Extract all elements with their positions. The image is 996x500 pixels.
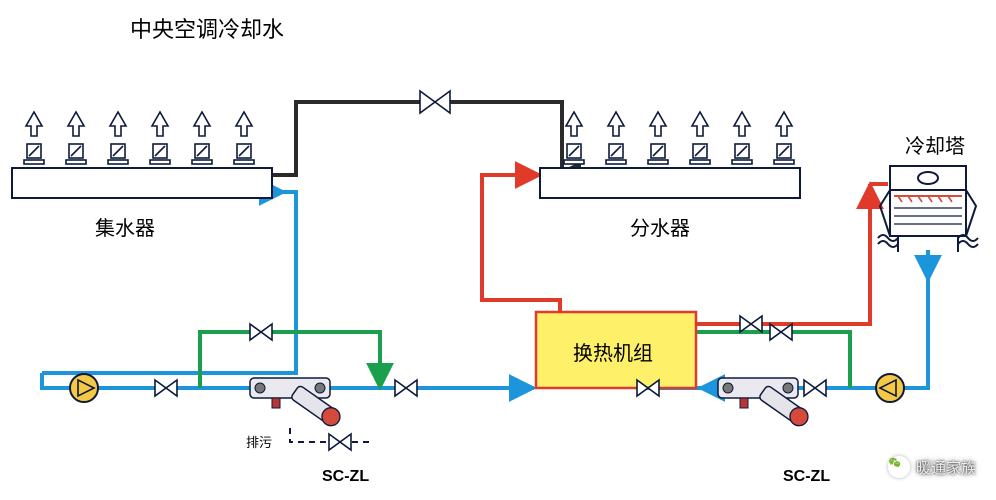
label-drain: 排污	[246, 432, 272, 451]
cooling-tower	[878, 166, 978, 252]
pump-chw	[70, 374, 98, 402]
label-water-distributor: 分水器	[630, 212, 690, 241]
valve-bypass-right	[770, 324, 792, 340]
label-sc-zl-2: SC-ZL	[783, 468, 830, 486]
valve-cw-1	[804, 380, 826, 396]
pipe-cw-supply-red	[696, 184, 888, 324]
valve-chw-2	[395, 380, 417, 396]
watermark-text: 暖通家族	[916, 457, 976, 478]
label-water-collector: 集水器	[95, 212, 155, 241]
diagram-title: 中央空调冷却水	[130, 12, 284, 44]
valve-chw-1	[155, 380, 177, 396]
hvac-diagram	[0, 0, 996, 500]
label-heat-exchanger: 换热机组	[573, 337, 653, 366]
label-sc-zl-1: SC-ZL	[322, 468, 369, 486]
pipe-return-black	[272, 102, 562, 175]
water-collector	[12, 112, 272, 198]
watermark: 暖通家族	[888, 456, 976, 478]
valve-cw-supply	[740, 316, 762, 332]
valve-top-main	[420, 91, 450, 113]
valve-bypass-left	[250, 324, 272, 340]
pipe-drain-dashed	[290, 428, 374, 450]
pump-cw	[876, 374, 904, 402]
strainer-left	[250, 378, 343, 429]
water-distributor	[540, 112, 800, 198]
label-cooling-tower: 冷却塔	[905, 130, 965, 159]
strainer-right	[718, 378, 811, 429]
wechat-icon	[888, 456, 910, 478]
